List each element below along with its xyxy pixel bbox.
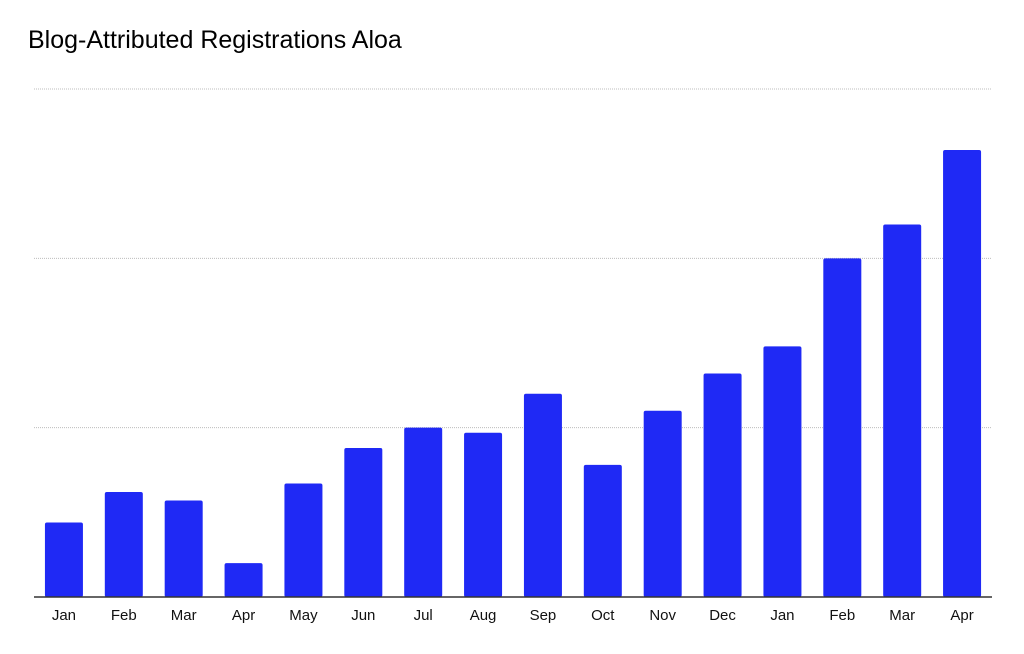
x-tick-label: Jun bbox=[351, 607, 375, 624]
x-tick-label: May bbox=[289, 607, 318, 624]
bar-7 bbox=[404, 427, 443, 597]
x-tick-label: Jul bbox=[414, 607, 433, 624]
x-tick-labels: Jan Feb Mar Apr May Jun Jul Aug Sep Oct Nov Dec Jan F… bbox=[52, 607, 974, 624]
bar-14 bbox=[823, 258, 862, 597]
bars bbox=[44, 149, 982, 597]
bar-13 bbox=[763, 346, 802, 597]
bar-5 bbox=[284, 483, 323, 597]
x-tick-label: Aug bbox=[470, 607, 497, 624]
x-tick-label: Jan bbox=[52, 607, 76, 624]
bar-10 bbox=[583, 464, 622, 597]
x-tick-label: Apr bbox=[232, 607, 255, 624]
bar-6 bbox=[344, 447, 383, 597]
x-tick-label: Mar bbox=[171, 607, 197, 624]
x-tick-label: Oct bbox=[591, 607, 615, 624]
bar-11 bbox=[643, 410, 682, 597]
x-tick-label: Jan bbox=[770, 607, 794, 624]
bar-1 bbox=[44, 522, 83, 597]
x-tick-label: Apr bbox=[950, 607, 973, 624]
x-tick-label: Feb bbox=[111, 607, 137, 624]
bar-16 bbox=[943, 149, 982, 597]
bar-12 bbox=[703, 373, 742, 597]
x-tick-label: Nov bbox=[649, 607, 676, 624]
bar-8 bbox=[464, 432, 503, 597]
bar-9 bbox=[523, 393, 562, 597]
chart-title: Blog-Attributed Registrations Aloa bbox=[28, 26, 402, 54]
bar-3 bbox=[164, 500, 203, 597]
x-tick-label: Mar bbox=[889, 607, 915, 624]
bar-15 bbox=[883, 224, 922, 597]
x-tick-label: Feb bbox=[829, 607, 855, 624]
bar-2 bbox=[104, 492, 143, 597]
x-tick-label: Sep bbox=[530, 607, 557, 624]
x-tick-label: Dec bbox=[709, 607, 736, 624]
bar-4 bbox=[224, 563, 263, 597]
